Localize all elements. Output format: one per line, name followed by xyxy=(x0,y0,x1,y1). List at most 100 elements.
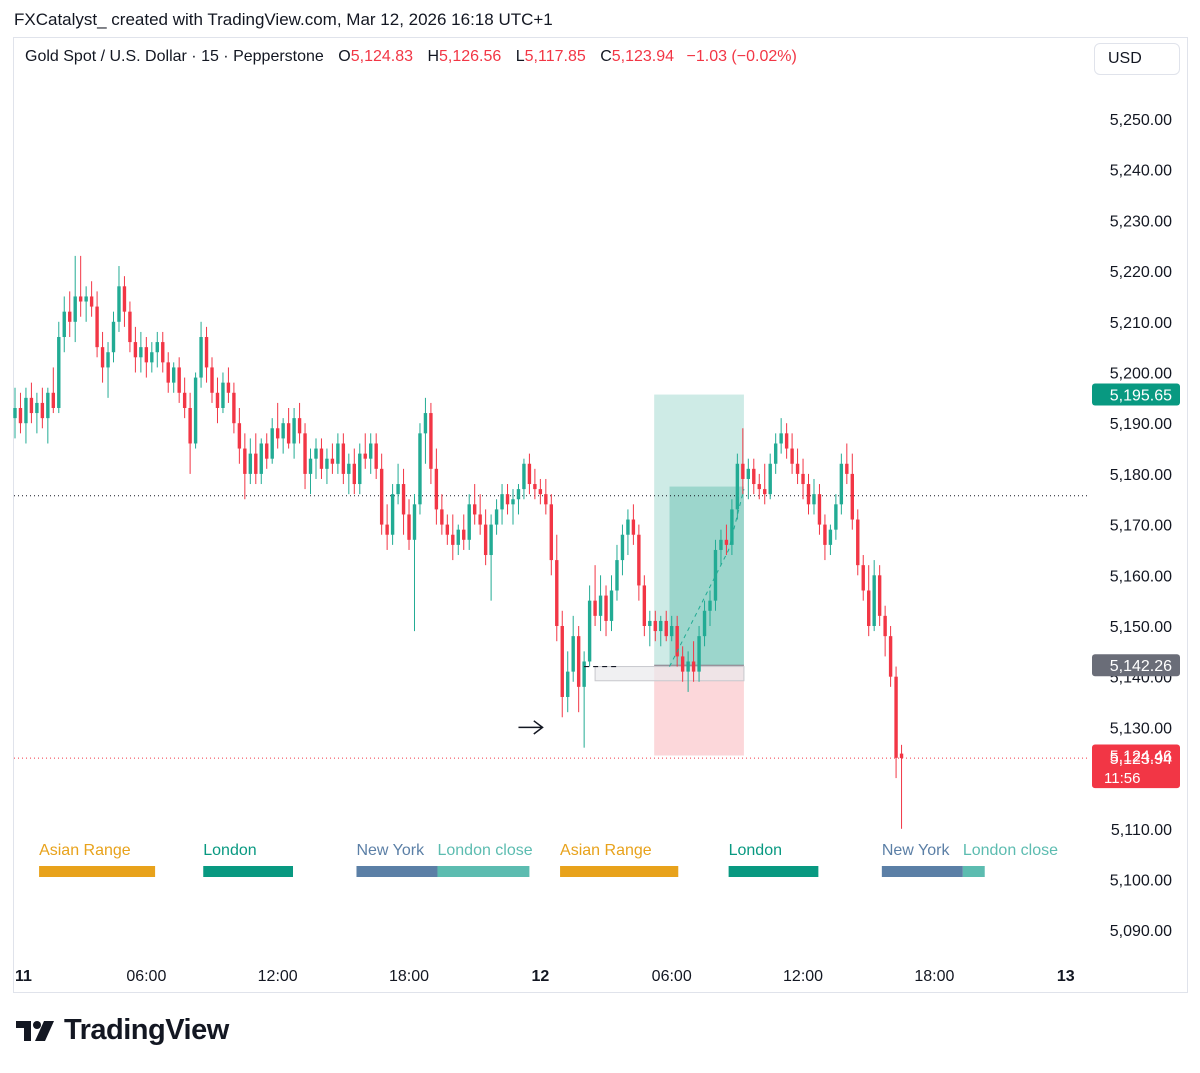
candle-body xyxy=(828,529,833,545)
candle-body xyxy=(434,468,439,510)
session-layer: Asian Range London New York London close Asi… xyxy=(39,842,1058,877)
candle xyxy=(193,372,198,449)
symbol-title[interactable]: Gold Spot / U.S. Dollar · 15 · Peppersto… xyxy=(25,48,324,65)
trade-path-line xyxy=(669,488,745,667)
candle-body xyxy=(675,626,679,657)
candle xyxy=(204,326,209,383)
candle-body xyxy=(691,661,696,672)
candle xyxy=(445,514,450,545)
candle-body xyxy=(823,524,827,545)
open-value: 5,124.83 xyxy=(350,48,413,65)
candle-body xyxy=(177,367,181,393)
candle xyxy=(139,331,143,373)
candle xyxy=(626,509,630,556)
candle-body xyxy=(314,448,318,459)
candle xyxy=(752,458,756,495)
candle xyxy=(29,382,34,424)
candle-body xyxy=(653,620,657,632)
candle-body xyxy=(341,443,346,474)
candle xyxy=(451,514,455,561)
chart-background-layer xyxy=(14,394,1090,759)
candle-body xyxy=(172,367,176,383)
currency-button[interactable]: USD xyxy=(1094,43,1180,75)
candle xyxy=(511,489,515,525)
candle xyxy=(467,494,471,550)
x-tick-label: 06:00 xyxy=(652,968,692,985)
arrow-icon[interactable] xyxy=(518,720,544,735)
candle-body xyxy=(243,448,247,474)
candle-body xyxy=(24,397,28,424)
candle-body xyxy=(462,529,466,540)
candle xyxy=(100,331,105,383)
position-target-zone[interactable] xyxy=(654,394,744,666)
candle-body xyxy=(215,392,220,408)
candle xyxy=(325,448,329,485)
candle-body xyxy=(724,539,729,545)
candle-body xyxy=(248,453,253,474)
candle-body xyxy=(511,499,515,505)
candle xyxy=(303,423,307,490)
session-bar xyxy=(560,866,679,877)
candle xyxy=(670,615,674,642)
candle-body xyxy=(680,656,685,672)
candle xyxy=(226,367,231,403)
candle xyxy=(845,443,849,485)
x-tick-label: 13 xyxy=(1057,968,1075,985)
y-tick-label: 5,150.00 xyxy=(1110,619,1172,636)
candle-body xyxy=(582,661,586,687)
candle xyxy=(95,291,99,358)
y-tick-label: 5,100.00 xyxy=(1110,873,1172,890)
x-tick-label: 18:00 xyxy=(389,968,429,985)
candle xyxy=(784,423,789,459)
candle xyxy=(221,372,225,414)
candle xyxy=(434,448,439,525)
candle-body xyxy=(133,342,138,358)
candle-body xyxy=(867,590,871,626)
candle-body xyxy=(286,423,291,444)
candle-body xyxy=(193,377,198,444)
candle xyxy=(500,484,504,525)
candle-body xyxy=(418,433,422,505)
tradingview-logo[interactable]: TradingView xyxy=(16,1014,229,1047)
candle-body xyxy=(719,539,723,550)
change-value: −1.03 (−0.02%) xyxy=(686,48,797,65)
candle xyxy=(270,418,274,464)
candle xyxy=(730,499,734,556)
candle-body xyxy=(626,519,630,535)
candle-body xyxy=(292,418,296,444)
y-tick-label: 5,090.00 xyxy=(1110,923,1172,940)
candle-body xyxy=(637,534,641,586)
gray-zone[interactable] xyxy=(594,666,745,682)
chart-frame[interactable] xyxy=(13,37,1188,993)
candle-body xyxy=(330,458,335,464)
candle xyxy=(823,514,827,561)
x-tick-label: 12:00 xyxy=(783,968,823,985)
candle xyxy=(401,468,406,535)
candle xyxy=(407,499,411,550)
candle-body xyxy=(494,509,499,525)
candle-body xyxy=(308,458,313,474)
close-label: C xyxy=(600,48,612,65)
candle-body xyxy=(812,494,816,505)
candle xyxy=(243,433,247,500)
candle xyxy=(423,397,428,464)
candle-body xyxy=(795,463,800,474)
candle xyxy=(533,468,537,500)
candle-body xyxy=(51,392,56,408)
annotation-layer xyxy=(518,488,745,735)
candle-body xyxy=(615,560,619,591)
candle-body xyxy=(221,382,225,408)
x-tick-label: 11 xyxy=(15,968,32,985)
candle-body xyxy=(95,306,99,348)
candle-body xyxy=(451,534,455,545)
candle-body xyxy=(648,620,652,626)
candle xyxy=(642,575,647,637)
candle xyxy=(516,484,521,515)
candle-body xyxy=(746,468,751,479)
candle-body xyxy=(226,382,231,393)
candle-body xyxy=(472,504,477,515)
low-label: L xyxy=(515,48,525,65)
candle xyxy=(806,473,811,515)
candle-body xyxy=(100,347,105,368)
